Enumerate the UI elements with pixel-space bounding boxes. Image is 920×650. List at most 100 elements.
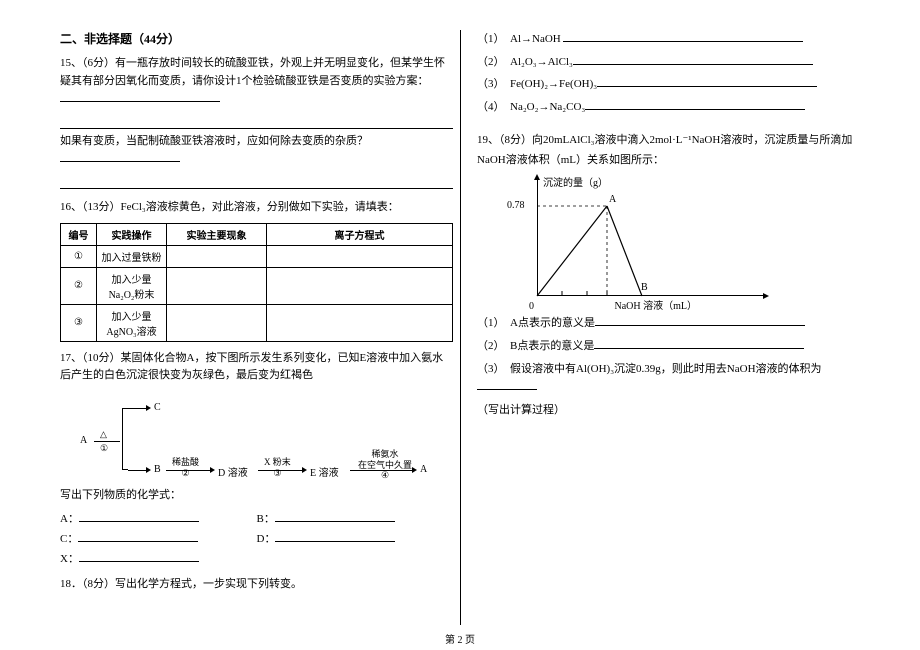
arrow-head-icon (146, 405, 151, 411)
formula-row: X： (60, 550, 453, 566)
blank-line (563, 30, 803, 42)
blank-line (573, 53, 813, 65)
arrow-head-icon (302, 467, 307, 473)
q16-prompt: 16、（13分）FeCl₃溶液棕黄色，对此溶液，分别做如下实验，请填表： (60, 199, 453, 217)
blank-line (60, 90, 220, 102)
blank-line (595, 314, 805, 326)
q19-chart: 沉淀的量（g） NaOH 溶液（mL） 0.78 A B 0 (507, 176, 767, 306)
formula-row: A： B： (60, 510, 453, 526)
blank-line (60, 115, 453, 129)
q19-prompt: 19、（8分）向20mLAlCl₃溶液中滴入2mol·L⁻¹NaOH溶液时，沉淀… (477, 131, 870, 171)
cell-eq (267, 267, 453, 304)
cell-op: 加入少量AgNO₃溶液 (97, 304, 167, 341)
q15-follow: 如果有变质，当配制硫酸亚铁溶液时，应如何除去变质的杂质？ (60, 133, 453, 169)
point-A: A (609, 194, 616, 205)
arrow (128, 408, 146, 409)
arrow-head-icon (210, 467, 215, 473)
cell-ph (167, 245, 267, 267)
q18-item: （1） Al→NaOH (477, 30, 870, 49)
cell-no: ③ (61, 304, 97, 341)
label-D: D： (257, 533, 276, 545)
table-header-row: 编号 实践操作 实验主要现象 离子方程式 (61, 223, 453, 245)
q15-text: 15、（6分）有一瓶存放时间较长的硫酸亚铁，外观上并无明显变化，但某学生怀疑其有… (60, 57, 445, 87)
q17-write: 写出下列物质的化学式： (60, 487, 453, 505)
blank-line (79, 550, 199, 562)
blank-line (597, 75, 817, 87)
q18-item: （2） Al₂O₃→AlCl₃ (477, 53, 870, 72)
blank-line (594, 337, 804, 349)
q18-2: （2） Al₂O₃→AlCl₃ (477, 56, 573, 68)
label-s3: X 粉末 ③ (264, 455, 291, 479)
blank-line (585, 98, 805, 110)
label-tri: △ (100, 429, 107, 440)
blank-line (79, 510, 199, 522)
q17-prompt: 17、（10分）某固体化合物A，按下图所示发生系列变化，已知E溶液中加入氨水后产… (60, 350, 453, 385)
arrow (128, 470, 146, 471)
origin-label: 0 (529, 301, 534, 312)
table-row: ③ 加入少量AgNO₃溶液 (61, 304, 453, 341)
q18-3: （3） Fe(OH)₂→Fe(OH)₃ (477, 78, 597, 90)
th-ph: 实验主要现象 (167, 223, 267, 245)
q19-sub: （1） A点表示的意义是 (477, 314, 870, 333)
point-B: B (641, 282, 648, 293)
q17-diagram: A △ ① C B 稀盐酸 ② D 溶液 X 粉末 ③ E 溶液 稀氨水 在空气… (80, 393, 453, 483)
q19-2: （2） B点表示的意义是 (477, 340, 594, 352)
label-A: A： (60, 513, 79, 525)
q19-sub: （3） 假设溶液中有Al(OH)₃沉淀0.39g，则此时用去NaOH溶液的体积为 (477, 360, 870, 397)
arrow-head-icon (146, 467, 151, 473)
q18-prompt: 18．（8分）写出化学方程式，一步实现下列转变。 (60, 576, 453, 594)
label-B: B： (257, 513, 275, 525)
cell-no: ② (61, 267, 97, 304)
ymax-label: 0.78 (507, 200, 525, 211)
q19-3: （3） 假设溶液中有Al(OH)₃沉淀0.39g，则此时用去NaOH溶液的体积为 (477, 363, 822, 375)
label-s4: 稀氨水 在空气中久置 ④ (358, 449, 412, 481)
page-footer: 第 2 页 (0, 631, 920, 646)
label-s1: ① (100, 443, 108, 454)
blank-line (275, 530, 395, 542)
section-title: 二、非选择题（44分） (60, 30, 453, 47)
table-row: ① 加入过量铁粉 (61, 245, 453, 267)
blank-line (60, 175, 453, 189)
q18-4: （4） Na₂O₂→Na₂CO₃ (477, 101, 585, 113)
cell-op: 加入过量铁粉 (97, 245, 167, 267)
node-A2: A (420, 464, 427, 475)
q19-sub-note: （写出计算过程） (477, 401, 870, 420)
left-column: 二、非选择题（44分） 15、（6分）有一瓶存放时间较长的硫酸亚铁，外观上并无明… (60, 30, 465, 600)
node-D: D 溶液 (218, 464, 248, 479)
q15-follow-text: 如果有变质，当配制硫酸亚铁溶液时，应如何除去变质的杂质？ (60, 135, 368, 147)
cell-op: 加入少量Na₂O₂粉末 (97, 267, 167, 304)
q15-prompt: 15、（6分）有一瓶存放时间较长的硫酸亚铁，外观上并无明显变化，但某学生怀疑其有… (60, 55, 453, 109)
chart-line-up (537, 206, 607, 296)
blank-line (477, 378, 537, 390)
node-A: A (80, 435, 87, 446)
formula-row: C： D： (60, 530, 453, 546)
label-s2: 稀盐酸 ② (172, 455, 199, 479)
q18-item: （4） Na₂O₂→Na₂CO₃ (477, 98, 870, 117)
arrow-head-icon (412, 467, 417, 473)
label-C: C： (60, 533, 78, 545)
th-no: 编号 (61, 223, 97, 245)
x-label: NaOH 溶液（mL） (615, 297, 698, 312)
label-X: X： (60, 553, 79, 565)
chart-svg (507, 176, 767, 306)
q19-1: （1） A点表示的意义是 (477, 317, 595, 329)
blank-line (78, 530, 198, 542)
y-label: 沉淀的量（g） (543, 174, 608, 189)
cell-ph (167, 304, 267, 341)
node-B: B (154, 464, 161, 475)
chart-line-down (607, 206, 642, 296)
blank-line (275, 510, 395, 522)
q18-item: （3） Fe(OH)₂→Fe(OH)₃ (477, 75, 870, 94)
th-eq: 离子方程式 (267, 223, 453, 245)
right-column: （1） Al→NaOH （2） Al₂O₃→AlCl₃ （3） Fe(OH)₂→… (465, 30, 870, 600)
cell-no: ① (61, 245, 97, 267)
blank-line (60, 150, 180, 162)
arrow (94, 441, 120, 442)
cell-eq (267, 304, 453, 341)
q16-table: 编号 实践操作 实验主要现象 离子方程式 ① 加入过量铁粉 ② 加入少量Na₂O… (60, 223, 453, 342)
th-op: 实践操作 (97, 223, 167, 245)
cell-ph (167, 267, 267, 304)
node-C: C (154, 402, 161, 413)
bracket (122, 408, 128, 470)
table-row: ② 加入少量Na₂O₂粉末 (61, 267, 453, 304)
